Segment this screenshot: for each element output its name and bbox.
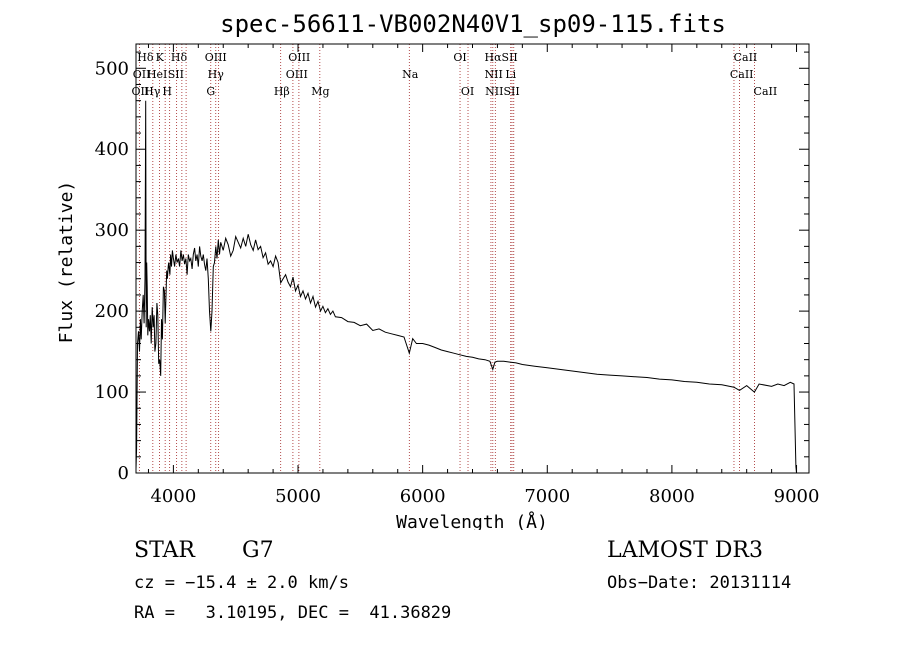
emission-line-label: OIII [286, 68, 308, 81]
emission-line-label: G [206, 85, 215, 98]
y-tick-label: 100 [95, 382, 129, 403]
x-tick-label: 5000 [275, 486, 321, 507]
obs-date-text: Obs−Date: 20131114 [607, 573, 792, 593]
y-tick-label: 200 [95, 301, 129, 322]
x-axis-ticks: 4000 5000 6000 7000 8000 9000 [147, 44, 820, 507]
x-tick-label: 7000 [524, 486, 570, 507]
emission-line-label: HeI [147, 68, 167, 81]
coordinates-text: RA = 3.10195, DEC = 41.36829 [134, 603, 452, 623]
emission-line-label: OII [133, 68, 151, 81]
emission-line-label: CaII [734, 51, 758, 64]
emission-line-label: Hβ [274, 85, 290, 98]
y-axis-label: Flux (relative) [56, 181, 77, 344]
emission-line-label: HαSII [485, 51, 518, 64]
emission-line-markers [138, 44, 755, 473]
emission-line-label: CaII [730, 68, 754, 81]
object-class: STAR [134, 538, 195, 563]
y-tick-label: 0 [118, 463, 129, 484]
x-tick-label: 6000 [400, 486, 446, 507]
survey-name: LAMOST DR3 [607, 538, 763, 563]
y-tick-label: 400 [95, 139, 129, 160]
x-tick-label: 4000 [150, 486, 196, 507]
x-axis-label: Wavelength (Å) [396, 511, 548, 530]
emission-line-label: K [156, 51, 165, 64]
emission-line-label: Li [505, 68, 516, 81]
spectrum-chart: spec-56611-VB002N40V1_sp09-115.fits Hδ K H… [56, 10, 820, 530]
emission-line-label: Hδ [137, 51, 154, 64]
object-subclass: G7 [242, 538, 274, 563]
emission-line-label: H [162, 85, 172, 98]
emission-line-label: Hγ [144, 85, 161, 98]
chart-title: spec-56611-VB002N40V1_sp09-115.fits [220, 10, 726, 38]
emission-line-label: Mg [311, 85, 329, 98]
emission-line-label: Hδ [171, 51, 188, 64]
x-tick-label: 8000 [649, 486, 695, 507]
plot-frame [135, 43, 810, 474]
emission-line-label: NII [485, 68, 503, 81]
emission-line-label: OI [453, 51, 466, 64]
flux-series-line [135, 100, 797, 474]
emission-line-label: OIII [205, 51, 227, 64]
x-tick-label: 9000 [774, 486, 820, 507]
emission-line-label: OIII [288, 51, 310, 64]
emission-line-label: OI [461, 85, 474, 98]
emission-line-label: NIISII [485, 85, 520, 98]
emission-line-label: SII [168, 68, 184, 81]
emission-line-label: Na [402, 68, 419, 81]
y-tick-label: 500 [95, 58, 129, 79]
y-axis-ticks: 0 100 200 300 400 500 [95, 51, 809, 484]
emission-line-label: CaII [754, 85, 778, 98]
redshift-text: cz = −15.4 ± 2.0 km/s [134, 573, 349, 593]
y-tick-label: 300 [95, 220, 129, 241]
emission-line-label: Hγ [208, 68, 225, 81]
